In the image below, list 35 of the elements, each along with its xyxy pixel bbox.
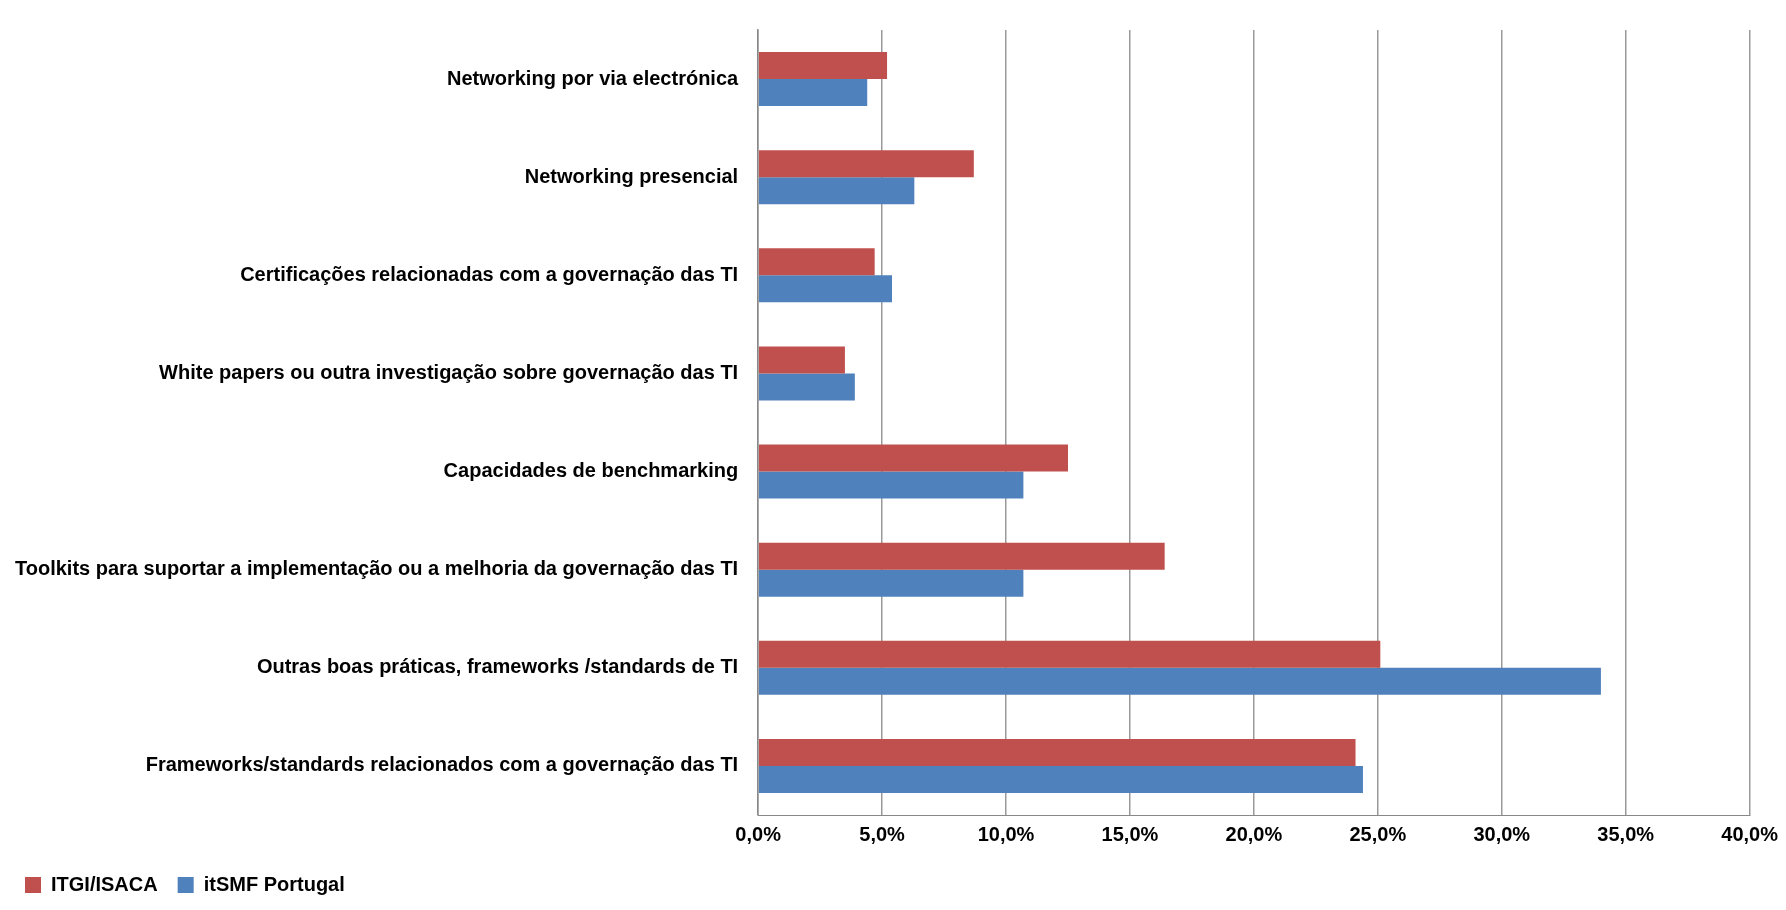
x-tick-label: 10,0% [977,822,1035,845]
bar [758,346,845,374]
x-tick-label: 40,0% [1721,822,1779,845]
bar [758,275,893,303]
bar [758,52,888,80]
bar [758,765,1363,793]
bar [758,177,915,205]
x-tick-label: 5,0% [859,822,906,845]
bar [758,667,1601,695]
y-tick-label: Networking por via electrónica [446,66,740,89]
bar [758,373,855,401]
y-tick-label: Outras boas práticas, frameworks /standards de TI [256,655,739,678]
bar [758,444,1068,472]
y-tick-label: White papers ou outra investigação sobre governação das TI [159,360,739,383]
bar [758,569,1024,597]
bar [758,150,974,178]
bar [758,471,1024,499]
x-tick-label: 20,0% [1225,822,1283,845]
y-tick-label: Toolkits para suportar a implementação ou a melhoria da governação das TI [14,557,739,580]
y-tick-label: Networking presencial [524,164,739,187]
x-tick-label: 25,0% [1349,822,1407,845]
x-tick-label: 35,0% [1597,822,1655,845]
y-tick-label: Certificações relacionadas com a governação das TI [240,262,739,285]
y-tick-label: Frameworks/standards relacionados com a governação das TI [145,753,739,776]
bar [758,542,1165,570]
bar [758,640,1381,668]
bar [758,738,1356,766]
legend-label: itSMF Portugal [203,872,345,895]
x-tick-label: 15,0% [1101,822,1159,845]
bar [758,248,875,276]
bar [758,79,868,107]
x-tick-label: 0,0% [735,822,782,845]
legend-label: ITGI/ISACA [51,872,158,895]
x-tick-label: 30,0% [1473,822,1531,845]
y-tick-label: Capacidades de benchmarking [443,459,739,482]
